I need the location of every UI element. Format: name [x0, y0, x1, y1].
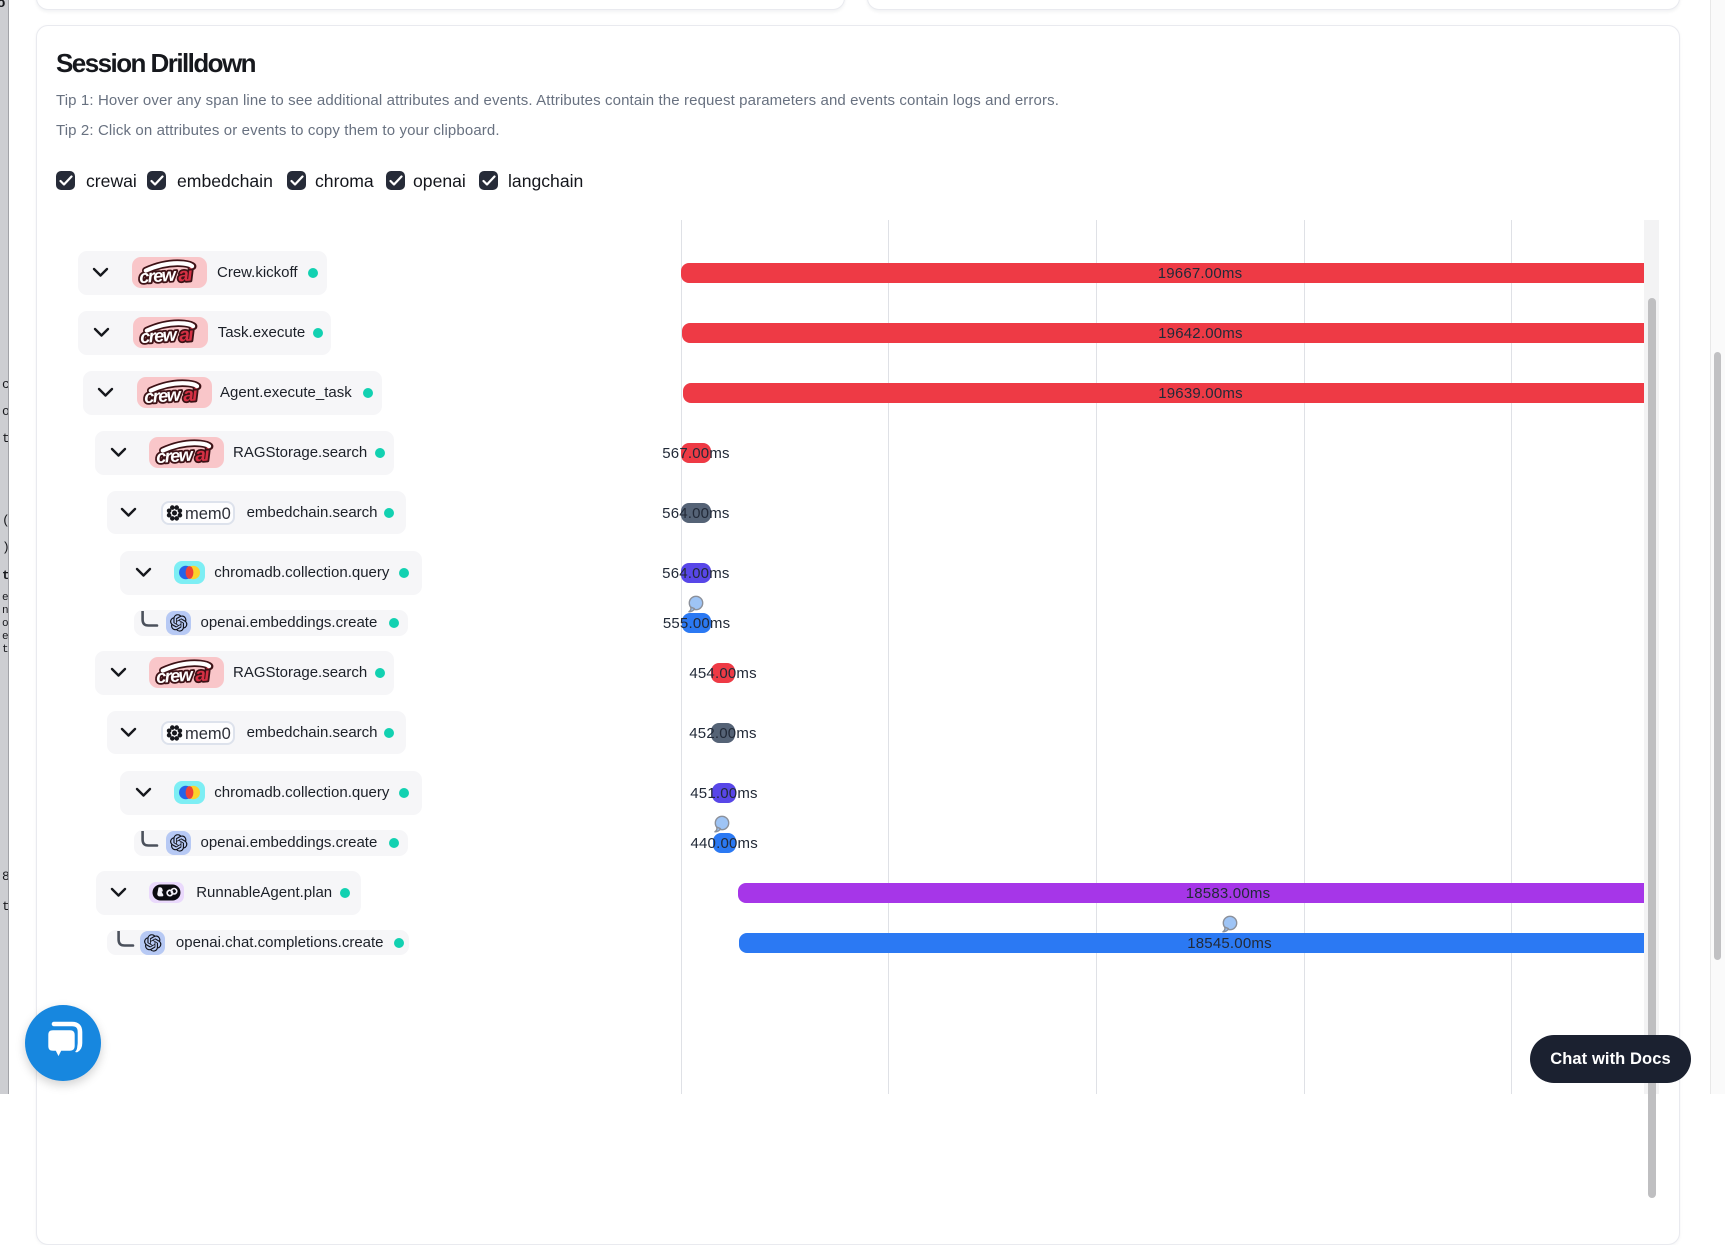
- svg-text:mem0: mem0: [185, 505, 231, 523]
- svg-text:mem0: mem0: [185, 725, 231, 743]
